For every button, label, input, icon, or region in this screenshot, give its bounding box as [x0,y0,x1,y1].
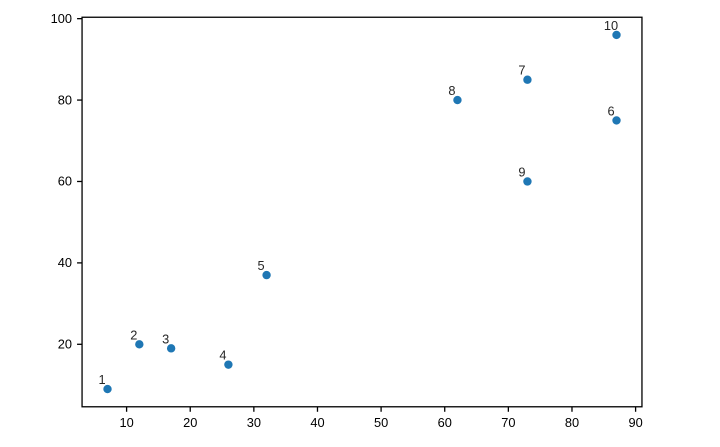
svg-text:10: 10 [119,415,133,430]
svg-text:8: 8 [448,83,455,98]
svg-text:30: 30 [247,415,261,430]
svg-text:5: 5 [258,258,265,273]
svg-text:40: 40 [310,415,324,430]
svg-text:90: 90 [628,415,642,430]
svg-text:20: 20 [58,337,72,352]
svg-text:10: 10 [604,18,618,33]
svg-text:1: 1 [98,372,105,387]
svg-text:6: 6 [607,103,614,118]
svg-text:60: 60 [58,174,72,189]
svg-text:80: 80 [565,415,579,430]
svg-text:100: 100 [51,11,72,26]
svg-text:80: 80 [58,92,72,107]
svg-text:9: 9 [518,164,525,179]
svg-text:4: 4 [219,348,226,363]
svg-text:60: 60 [438,415,452,430]
svg-text:40: 40 [58,255,72,270]
svg-text:3: 3 [162,331,169,346]
svg-text:2: 2 [130,327,137,342]
svg-text:7: 7 [518,63,525,78]
svg-text:20: 20 [183,415,197,430]
svg-text:70: 70 [501,415,515,430]
svg-text:50: 50 [374,415,388,430]
